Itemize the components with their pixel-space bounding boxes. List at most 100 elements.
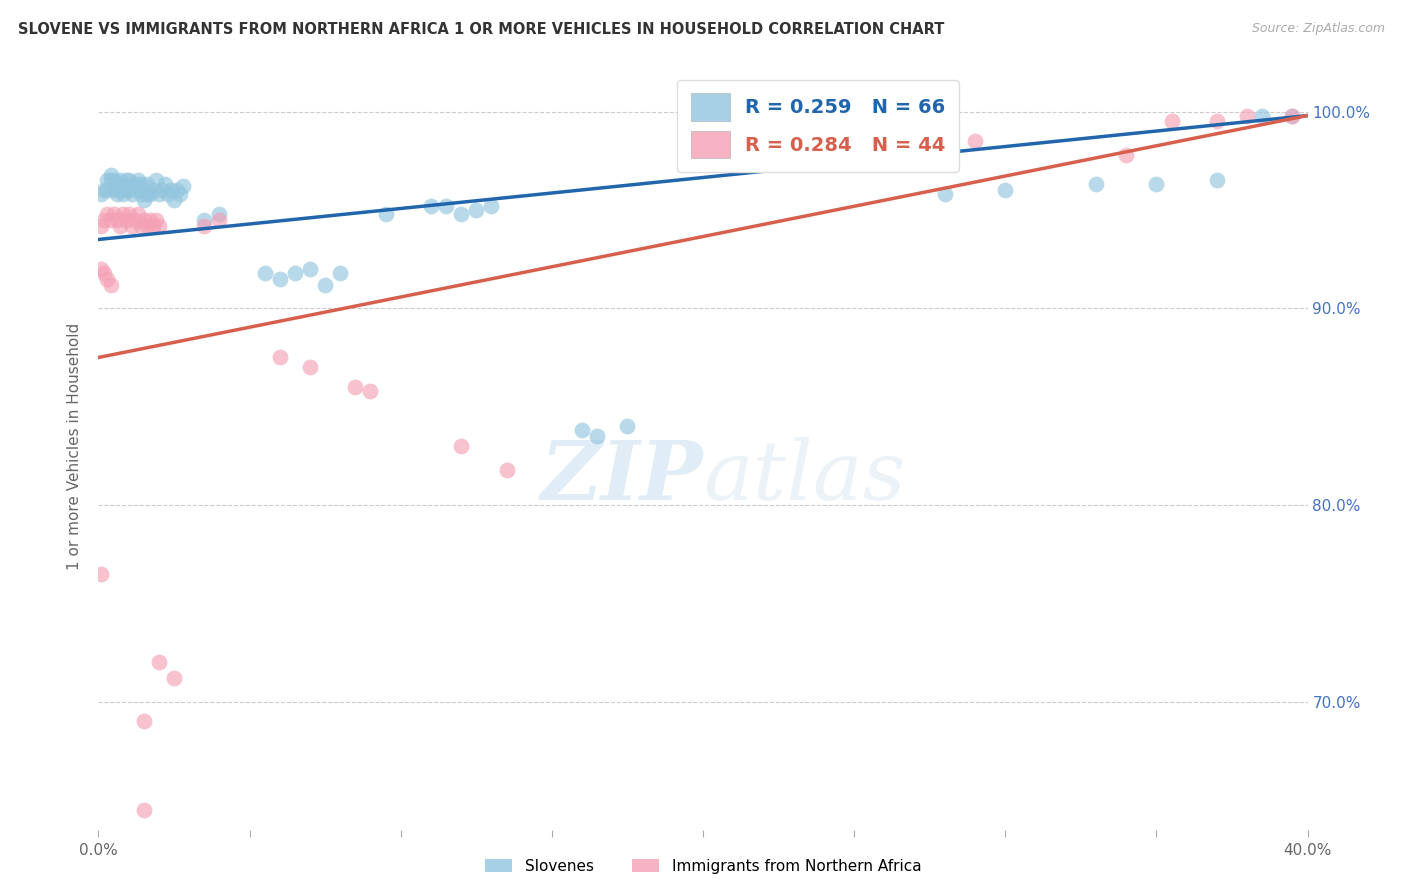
Text: ZIP: ZIP — [540, 437, 703, 516]
Point — [127, 173, 149, 187]
Point — [994, 183, 1017, 197]
Point — [103, 173, 125, 187]
Point — [142, 183, 165, 197]
Point — [103, 207, 125, 221]
Point — [139, 212, 162, 227]
Point — [360, 384, 382, 398]
Point — [299, 360, 322, 375]
Point — [124, 212, 146, 227]
Point — [1281, 109, 1303, 123]
Point — [96, 272, 118, 286]
Point — [114, 183, 136, 197]
Point — [103, 183, 125, 197]
Point — [166, 183, 188, 197]
Point — [114, 173, 136, 187]
Point — [96, 183, 118, 197]
Point — [148, 187, 170, 202]
Legend: R = 0.259   N = 66, R = 0.284   N = 44: R = 0.259 N = 66, R = 0.284 N = 44 — [678, 79, 959, 172]
Y-axis label: 1 or more Vehicles in Household: 1 or more Vehicles in Household — [67, 322, 83, 570]
Point — [118, 183, 141, 197]
Point — [118, 207, 141, 221]
Point — [96, 207, 118, 221]
Point — [1115, 148, 1137, 162]
Point — [121, 219, 143, 233]
Point — [108, 219, 131, 233]
Point — [1160, 114, 1182, 128]
Point — [208, 207, 231, 221]
Point — [105, 187, 128, 202]
Point — [965, 134, 987, 148]
Point — [148, 219, 170, 233]
Point — [450, 207, 472, 221]
Point — [108, 173, 131, 187]
Point — [124, 178, 146, 192]
Point — [163, 671, 186, 685]
Point — [90, 219, 112, 233]
Point — [100, 212, 122, 227]
Point — [374, 207, 396, 221]
Point — [132, 193, 155, 207]
Point — [208, 212, 231, 227]
Point — [132, 183, 155, 197]
Point — [114, 212, 136, 227]
Point — [434, 199, 457, 213]
Point — [269, 272, 291, 286]
Point — [93, 212, 115, 227]
Point — [450, 439, 472, 453]
Point — [344, 380, 367, 394]
Point — [616, 419, 638, 434]
Point — [90, 262, 112, 277]
Point — [105, 212, 128, 227]
Point — [481, 199, 503, 213]
Point — [150, 183, 173, 197]
Point — [100, 277, 122, 292]
Point — [163, 193, 186, 207]
Point — [299, 262, 322, 277]
Text: Source: ZipAtlas.com: Source: ZipAtlas.com — [1251, 22, 1385, 36]
Point — [1236, 109, 1258, 123]
Point — [111, 187, 134, 202]
Point — [129, 219, 152, 233]
Point — [571, 423, 593, 437]
Point — [145, 212, 167, 227]
Point — [135, 178, 157, 192]
Point — [90, 187, 112, 202]
Point — [1144, 178, 1167, 192]
Point — [495, 462, 517, 476]
Point — [135, 187, 157, 202]
Point — [93, 183, 115, 197]
Point — [132, 212, 155, 227]
Point — [1281, 109, 1303, 123]
Point — [142, 219, 165, 233]
Point — [420, 199, 443, 213]
Point — [153, 178, 176, 192]
Point — [193, 219, 215, 233]
Point — [135, 219, 157, 233]
Point — [314, 277, 336, 292]
Point — [1206, 114, 1229, 128]
Point — [193, 212, 215, 227]
Point — [127, 207, 149, 221]
Point — [1206, 173, 1229, 187]
Point — [586, 429, 609, 443]
Point — [121, 187, 143, 202]
Point — [96, 173, 118, 187]
Legend: Slovenes, Immigrants from Northern Africa: Slovenes, Immigrants from Northern Afric… — [479, 853, 927, 880]
Point — [129, 178, 152, 192]
Point — [127, 183, 149, 197]
Point — [132, 803, 155, 817]
Text: atlas: atlas — [703, 437, 905, 516]
Point — [132, 714, 155, 729]
Point — [111, 207, 134, 221]
Point — [465, 202, 488, 217]
Point — [100, 173, 122, 187]
Point — [111, 178, 134, 192]
Point — [145, 173, 167, 187]
Point — [118, 173, 141, 187]
Point — [169, 187, 191, 202]
Point — [156, 187, 179, 202]
Point — [1085, 178, 1108, 192]
Point — [93, 266, 115, 280]
Point — [934, 187, 956, 202]
Point — [172, 179, 194, 194]
